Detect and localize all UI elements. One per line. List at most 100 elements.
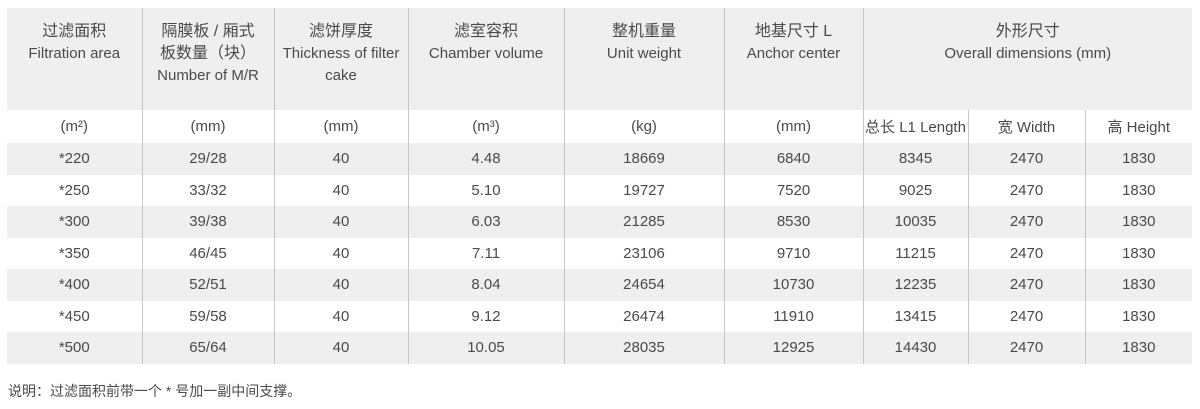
cell: 12925 <box>723 332 863 364</box>
cell: 46/45 <box>141 237 274 269</box>
col-header-en: Chamber volume <box>428 45 544 62</box>
cell: 8.04 <box>407 269 564 301</box>
cell: 13415 <box>862 300 968 332</box>
cell: 2470 <box>967 237 1085 269</box>
col-header-en: Overall dimensions (mm) <box>944 45 1112 62</box>
cell: 24654 <box>563 269 724 301</box>
cell: 29/28 <box>141 143 274 175</box>
unit-cell: (mm) <box>141 110 274 143</box>
cell: *250 <box>58 181 90 199</box>
unit-cell: (m³) <box>407 110 564 143</box>
cell: 1830 <box>1084 269 1192 301</box>
col-header-chamber-volume: 滤室容积 Chamber volume <box>407 8 564 110</box>
subcol-header-width: 宽 Width <box>967 110 1085 143</box>
cell: 26474 <box>563 300 724 332</box>
cell: 4.48 <box>407 143 564 175</box>
unit-cell: (mm) <box>723 110 863 143</box>
cell: 6840 <box>723 143 863 175</box>
header-row: 过滤面积 Filtration area 隔膜板 / 厢式 板数量（块） Num… <box>7 8 1192 110</box>
cell: *500 <box>7 332 142 364</box>
cell: 2470 <box>967 269 1085 301</box>
cell: 1830 <box>1084 300 1192 332</box>
unit-cell: (mm) <box>273 110 408 143</box>
cell: 39/38 <box>141 206 274 238</box>
cell: 1830 <box>1084 143 1192 175</box>
cell: 6.03 <box>407 206 564 238</box>
cell: 18669 <box>563 143 724 175</box>
cell: 1830 <box>1084 332 1192 364</box>
cell: 10.05 <box>407 332 564 364</box>
spec-table: 过滤面积 Filtration area 隔膜板 / 厢式 板数量（块） Num… <box>7 8 1192 364</box>
cell: 21285 <box>563 206 724 238</box>
cell: 33/32 <box>141 174 274 206</box>
cell: 7520 <box>723 174 863 206</box>
cell: *400 <box>7 269 142 301</box>
cell: 19727 <box>563 174 724 206</box>
footnote: 说明：过滤面积前带一个 * 号加一副中间支撑。 <box>8 382 302 399</box>
cell: 9710 <box>723 237 863 269</box>
table-row: *400 52/51 40 8.04 24654 10730 12235 2470 1830 <box>7 269 1192 301</box>
col-header-en: Filtration area <box>28 45 121 62</box>
col-header-overall-dimensions: 外形尺寸 Overall dimensions (mm) <box>862 8 1192 110</box>
cell: 12235 <box>862 269 968 301</box>
cell: 1830 <box>1084 206 1192 238</box>
cell: 9025 <box>862 174 968 206</box>
col-header-unit-weight: 整机重量 Unit weight <box>563 8 724 110</box>
col-header-zh: 滤饼厚度 <box>308 23 373 40</box>
cell: 40 <box>273 300 408 332</box>
unit-cell: (m²) <box>7 110 142 143</box>
col-header-zh: 隔膜板 / 厢式 <box>161 23 255 40</box>
cell: 9.12 <box>407 300 564 332</box>
col-header-plate-number: 隔膜板 / 厢式 板数量（块） Number of M/R <box>141 8 274 110</box>
units-row: (m²) (mm) (mm) (m³) (kg) (mm) 总长 L1 Leng… <box>7 110 1192 143</box>
cell: 2470 <box>967 332 1085 364</box>
cell: 8345 <box>862 143 968 175</box>
col-header-en: Unit weight <box>606 45 682 62</box>
unit-cell: (kg) <box>563 110 724 143</box>
col-header-zh: 过滤面积 <box>42 23 107 40</box>
cell: 2470 <box>967 300 1085 332</box>
cell: 7.11 <box>407 237 564 269</box>
cell: *350 <box>58 244 90 262</box>
col-header-en: Thickness of filter cake <box>282 45 400 84</box>
table-row: *220 29/28 40 4.48 18669 6840 8345 2470 1830 <box>7 143 1192 175</box>
cell: 2470 <box>967 174 1085 206</box>
cell: 52/51 <box>141 269 274 301</box>
col-header-zh: 滤室容积 <box>453 23 518 40</box>
cell: 14430 <box>862 332 968 364</box>
cell: *220 <box>7 143 142 175</box>
cell: 23106 <box>563 237 724 269</box>
col-header-anchor-center: 地基尺寸 L Anchor center <box>723 8 863 110</box>
col-header-zh: 外形尺寸 <box>995 23 1060 40</box>
cell: 28035 <box>563 332 724 364</box>
cell: 40 <box>273 206 408 238</box>
col-header-en: Anchor center <box>746 45 841 62</box>
table-row: *250 33/32 40 5.10 19727 7520 9025 2470 1830 <box>7 174 1192 206</box>
col-header-zh: 地基尺寸 L <box>754 23 833 40</box>
cell: 2470 <box>967 206 1085 238</box>
cell: 40 <box>273 332 408 364</box>
table-row: *500 65/64 40 10.05 28035 12925 14430 2470 1830 <box>7 332 1192 364</box>
cell: 1830 <box>1084 237 1192 269</box>
col-header-filtration-area: 过滤面积 Filtration area <box>7 8 142 110</box>
cell: 65/64 <box>141 332 274 364</box>
cell: 10730 <box>723 269 863 301</box>
table-row: *450 59/58 40 9.12 26474 11910 13415 2470 1830 <box>7 300 1192 332</box>
cell: 10035 <box>862 206 968 238</box>
col-header-zh-line2: 板数量（块） <box>159 45 256 62</box>
subcol-header-height: 高 Height <box>1084 110 1192 143</box>
cell: *450 <box>58 307 90 325</box>
table-row: *300 39/38 40 6.03 21285 8530 10035 2470 1830 <box>7 206 1192 238</box>
table-row: *350 46/45 40 7.11 23106 9710 11215 2470 1830 <box>7 237 1192 269</box>
cell: 2470 <box>967 143 1085 175</box>
cell: 40 <box>273 269 408 301</box>
cell: 11215 <box>862 237 968 269</box>
cell: 5.10 <box>407 174 564 206</box>
cell: 40 <box>273 174 408 206</box>
cell: 59/58 <box>141 300 274 332</box>
cell: *300 <box>7 206 142 238</box>
subcol-header-length: 总长 L1 Length <box>862 110 968 143</box>
cell: 8530 <box>723 206 863 238</box>
cell: 40 <box>273 143 408 175</box>
